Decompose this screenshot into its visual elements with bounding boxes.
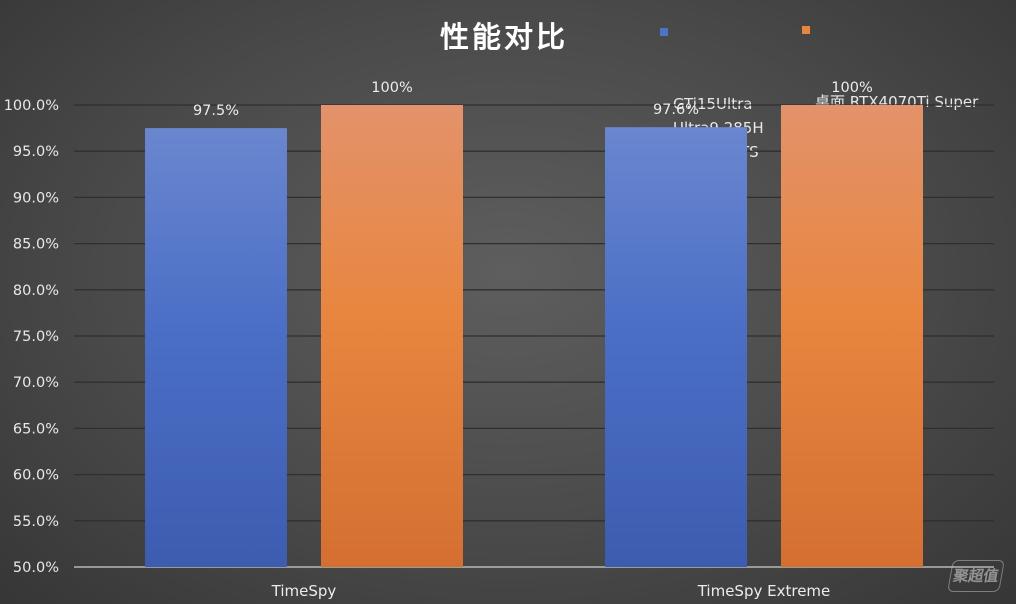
- y-tick-label: 50.0%: [13, 560, 59, 576]
- bar-2-2: [781, 105, 923, 567]
- data-label: 97.6%: [653, 102, 699, 118]
- y-tick-label: 80.0%: [13, 283, 59, 299]
- y-tick-label: 85.0%: [13, 237, 59, 253]
- data-label: 97.5%: [193, 103, 239, 119]
- bar-1-1: [145, 128, 287, 567]
- y-tick-label: 75.0%: [13, 329, 59, 345]
- data-label: 100%: [371, 80, 412, 96]
- y-tick-label: 65.0%: [13, 421, 59, 437]
- chart-title: 性能对比: [440, 20, 569, 54]
- y-tick-label: 90.0%: [13, 190, 59, 206]
- x-tick-label: TimeSpy Extreme: [697, 582, 831, 600]
- legend-swatch-series-1: [660, 28, 668, 36]
- y-tick-label: 100.0%: [4, 98, 59, 114]
- bar-2-1: [321, 105, 463, 567]
- y-tick-label: 95.0%: [13, 144, 59, 160]
- y-tick-label: 60.0%: [13, 468, 59, 484]
- x-tick-label: TimeSpy: [271, 582, 337, 600]
- watermark-logo: 聚超值: [947, 560, 1005, 592]
- y-tick-label: 55.0%: [13, 514, 59, 530]
- bar-1-2: [605, 127, 747, 568]
- y-tick-label: 70.0%: [13, 375, 59, 391]
- legend-swatch-series-2: [802, 26, 810, 34]
- data-label: 100%: [831, 80, 872, 96]
